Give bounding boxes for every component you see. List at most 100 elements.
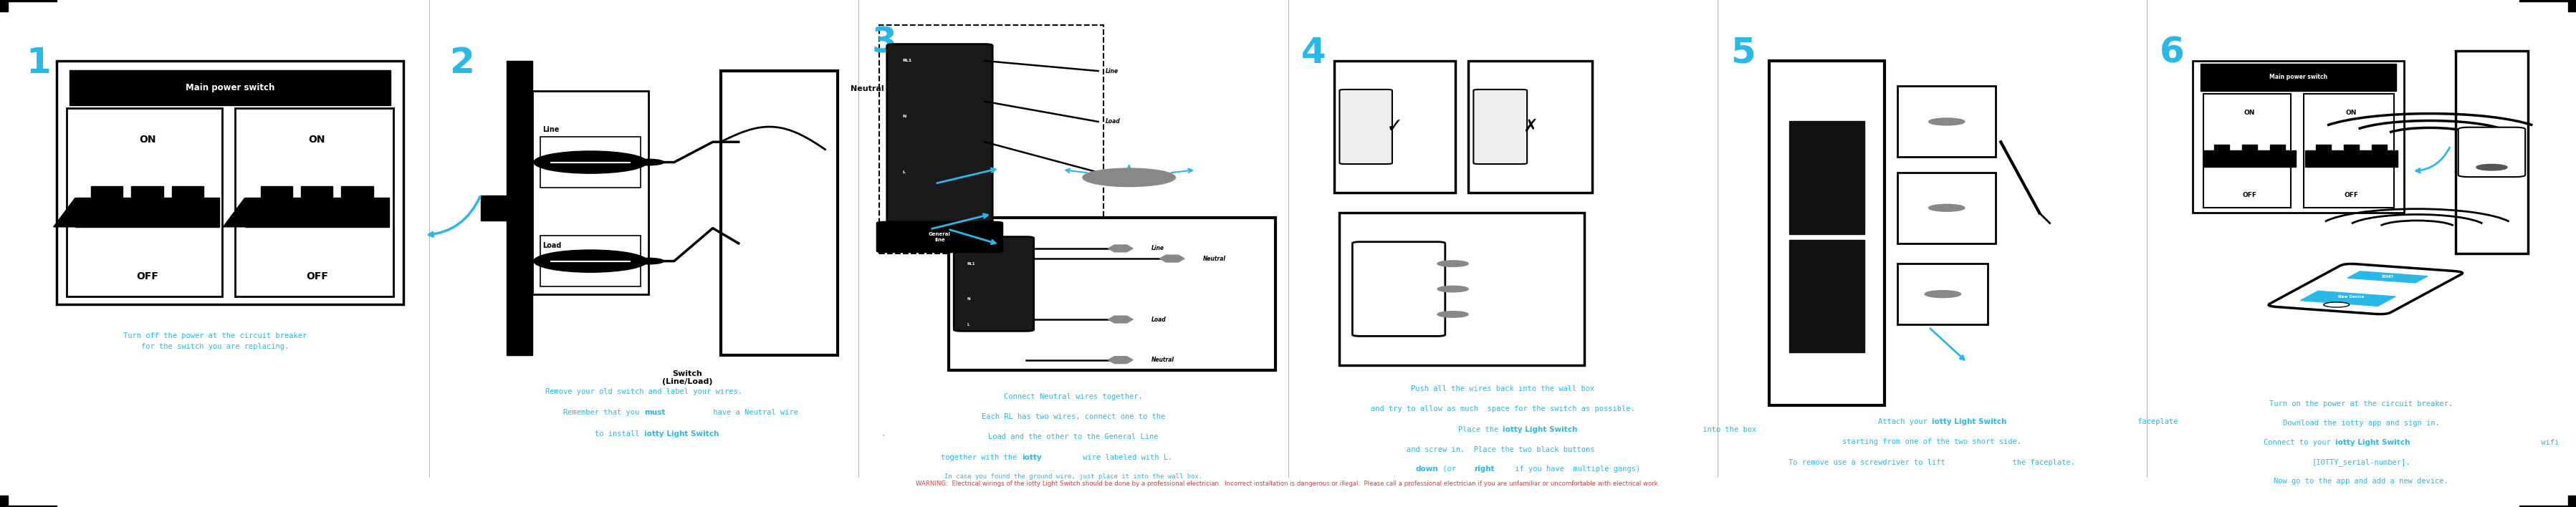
Bar	[260, 186, 294, 198]
Text: Line: Line	[1105, 68, 1118, 74]
Text: down: down	[1417, 465, 1437, 473]
Text: General
line: General line	[930, 232, 951, 242]
Circle shape	[1437, 286, 1468, 292]
Bar	[2372, 144, 2388, 150]
Bar	[482, 195, 507, 221]
Text: starting from one of the two short side.: starting from one of the two short side.	[1842, 439, 2022, 446]
Circle shape	[2324, 302, 2349, 307]
FancyBboxPatch shape	[1340, 89, 1391, 164]
Bar	[70, 70, 392, 105]
FancyBboxPatch shape	[2202, 94, 2290, 208]
Text: iotty: iotty	[1023, 454, 1041, 461]
Text: 1: 1	[26, 46, 52, 80]
Circle shape	[2476, 164, 2506, 170]
Bar	[2344, 144, 2360, 150]
FancyBboxPatch shape	[886, 44, 992, 222]
Polygon shape	[1159, 255, 1185, 262]
FancyBboxPatch shape	[67, 108, 222, 297]
Circle shape	[1437, 261, 1468, 267]
Text: Attach your: Attach your	[1878, 418, 1932, 425]
Bar	[0, 0, 57, 2]
Circle shape	[1924, 291, 1960, 298]
Bar	[245, 198, 389, 227]
Bar	[2300, 291, 2396, 306]
Text: Line: Line	[1151, 245, 1164, 251]
Text: 6: 6	[2159, 35, 2184, 70]
Text: Neutral: Neutral	[1203, 256, 1226, 262]
FancyBboxPatch shape	[234, 108, 394, 297]
Bar	[2316, 144, 2331, 150]
Text: Remember that you: Remember that you	[564, 409, 644, 416]
Text: Push all the wires back into the wall box: Push all the wires back into the wall bo…	[1412, 385, 1595, 392]
Bar	[2568, 0, 2576, 11]
Polygon shape	[1108, 316, 1133, 323]
Text: iotty Light Switch: iotty Light Switch	[644, 430, 719, 438]
Bar	[131, 186, 162, 198]
Bar	[2215, 144, 2231, 150]
Text: OFF: OFF	[137, 271, 157, 281]
FancyBboxPatch shape	[721, 71, 837, 355]
Text: must: must	[644, 409, 665, 416]
Bar	[1790, 239, 1865, 352]
Text: Remove your old switch and label your wires.: Remove your old switch and label your wi…	[546, 388, 742, 395]
Text: faceplate: faceplate	[2133, 418, 2177, 425]
Text: wifi: wifi	[2537, 439, 2558, 446]
Circle shape	[1929, 118, 1965, 125]
FancyBboxPatch shape	[953, 237, 1033, 331]
Text: Neutral: Neutral	[850, 85, 884, 92]
Bar	[75, 198, 219, 227]
Bar	[2347, 271, 2427, 283]
FancyBboxPatch shape	[1468, 61, 1592, 193]
Text: Main power switch: Main power switch	[2269, 74, 2329, 81]
FancyBboxPatch shape	[1899, 172, 1996, 243]
Bar	[507, 61, 533, 355]
FancyBboxPatch shape	[1473, 89, 1528, 164]
Text: Turn on the power at the circuit breaker.: Turn on the power at the circuit breaker…	[2269, 401, 2452, 408]
Text: and screw in.  Place the two black buttons: and screw in. Place the two black button…	[1406, 446, 1600, 453]
Text: Line: Line	[544, 126, 559, 133]
Text: ✓: ✓	[1386, 117, 1404, 137]
FancyBboxPatch shape	[2192, 61, 2403, 213]
Text: New Device: New Device	[2339, 295, 2365, 299]
Text: wire labeled with L.: wire labeled with L.	[1079, 454, 1172, 461]
Text: Each RL has two wires, connect one to the: Each RL has two wires, connect one to th…	[981, 413, 1164, 420]
Text: ON: ON	[139, 134, 155, 144]
Bar	[0, 496, 8, 507]
FancyBboxPatch shape	[2458, 127, 2524, 177]
Text: .: .	[881, 430, 886, 438]
Text: ON: ON	[309, 134, 325, 144]
Text: ✗: ✗	[1522, 118, 1538, 135]
Text: WARNING:  Electrical wirings of the iotty Light Switch should be done by a profe: WARNING: Electrical wirings of the iotty…	[917, 481, 1659, 487]
Text: ON: ON	[2347, 110, 2357, 116]
FancyBboxPatch shape	[1352, 242, 1445, 336]
Text: Now go to the app and add a new device.: Now go to the app and add a new device.	[2275, 478, 2450, 485]
Text: 5: 5	[1731, 35, 1754, 70]
Text: START: START	[2380, 275, 2393, 279]
Text: L: L	[902, 170, 904, 174]
Text: together with the: together with the	[940, 454, 1023, 461]
Text: N: N	[966, 297, 971, 301]
Text: iotty Light Switch: iotty Light Switch	[2336, 439, 2411, 446]
Circle shape	[533, 250, 647, 272]
Polygon shape	[1108, 356, 1133, 364]
Polygon shape	[54, 198, 75, 227]
Text: Connect to your: Connect to your	[2264, 439, 2336, 446]
Text: [IOTTY_serial-number].: [IOTTY_serial-number].	[2313, 458, 2411, 466]
Text: Connect Neutral wires together.: Connect Neutral wires together.	[1005, 393, 1144, 400]
Text: OFF: OFF	[2244, 192, 2257, 198]
Bar	[0, 0, 8, 11]
Text: iotty Light Switch: iotty Light Switch	[1932, 418, 2007, 425]
FancyBboxPatch shape	[2455, 51, 2527, 254]
FancyBboxPatch shape	[57, 61, 404, 304]
Text: RL1: RL1	[902, 59, 912, 63]
FancyBboxPatch shape	[2269, 264, 2463, 314]
Text: OFF: OFF	[307, 271, 327, 281]
Bar	[343, 186, 374, 198]
Text: to install: to install	[595, 430, 644, 438]
Text: OFF: OFF	[2344, 192, 2360, 198]
FancyBboxPatch shape	[1899, 86, 1996, 157]
Bar	[1790, 121, 1865, 234]
Text: In case you found the ground wire, just place it into the wall box.: In case you found the ground wire, just …	[945, 473, 1203, 480]
Text: Switch
(Line/Load): Switch (Line/Load)	[662, 370, 714, 386]
FancyBboxPatch shape	[876, 222, 1002, 252]
